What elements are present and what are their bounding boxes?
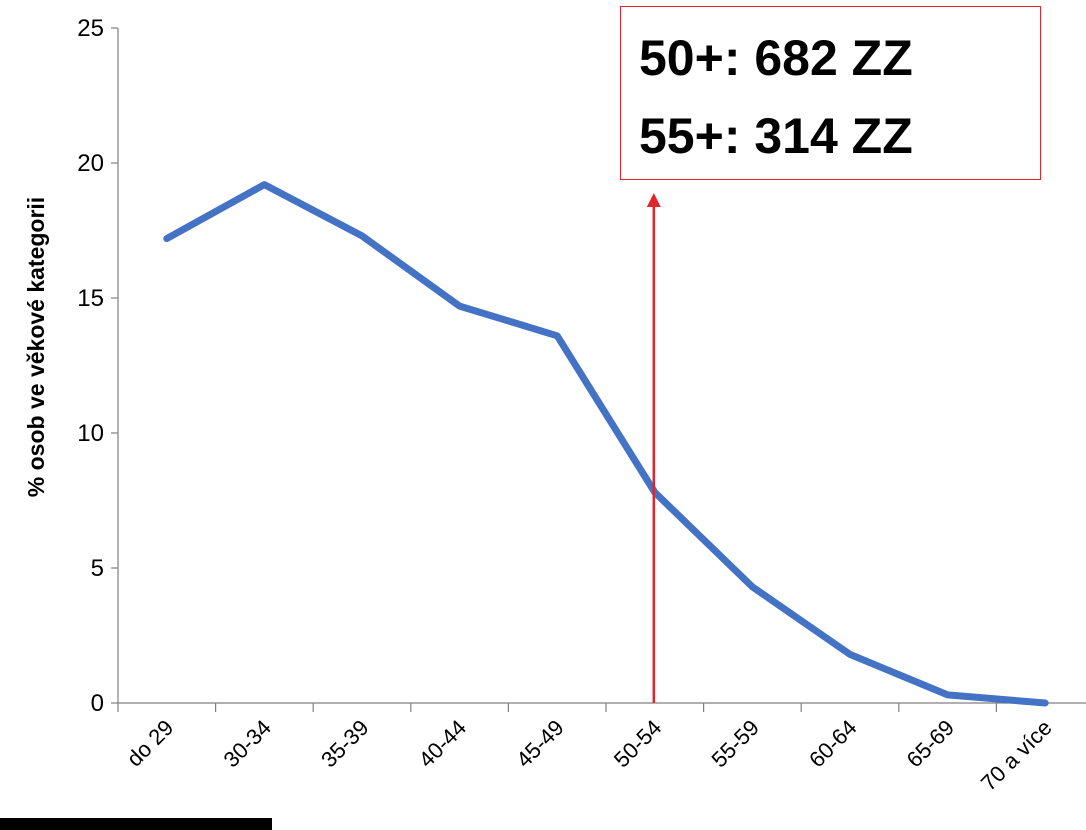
callout-line-50plus: 50+: 682 ZZ bbox=[639, 30, 913, 86]
x-tick-label: do 29 bbox=[122, 715, 179, 772]
x-axis: do 29 30-34 35-39 40-44 45-49 50-54 55-59 60-64… bbox=[117, 702, 1086, 796]
x-tick-label: 65-69 bbox=[902, 715, 959, 772]
y-axis: 0 5 10 15 20 25 bbox=[77, 15, 119, 717]
bottom-bar bbox=[0, 818, 272, 830]
callout-box: 50+: 682 ZZ 55+: 314 ZZ bbox=[620, 6, 1041, 180]
x-tick-label: 70 a více bbox=[976, 715, 1057, 796]
x-tick-label: 60-64 bbox=[804, 715, 861, 772]
x-tick-label: 40-44 bbox=[414, 715, 471, 772]
series-group bbox=[163, 181, 1049, 707]
y-tick-label: 5 bbox=[91, 555, 104, 582]
x-tick-label: 35-39 bbox=[316, 715, 373, 772]
arrow-head bbox=[646, 193, 661, 207]
callout-line-55plus: 55+: 314 ZZ bbox=[639, 108, 913, 164]
series-line bbox=[163, 181, 1049, 707]
x-tick-label: 45-49 bbox=[511, 715, 568, 772]
x-tick-label: 50-54 bbox=[609, 715, 666, 772]
y-tick-label: 0 bbox=[91, 690, 104, 717]
annotation-arrow bbox=[646, 193, 661, 703]
y-tick-label: 10 bbox=[77, 420, 104, 447]
y-tick-label: 20 bbox=[77, 150, 104, 177]
y-tick-label: 25 bbox=[77, 15, 104, 42]
y-axis-label: % osob ve věkové kategorii bbox=[23, 197, 49, 497]
x-tick-label: 30-34 bbox=[218, 715, 275, 772]
y-tick-label: 15 bbox=[77, 285, 104, 312]
x-tick-label: 55-59 bbox=[706, 715, 763, 772]
